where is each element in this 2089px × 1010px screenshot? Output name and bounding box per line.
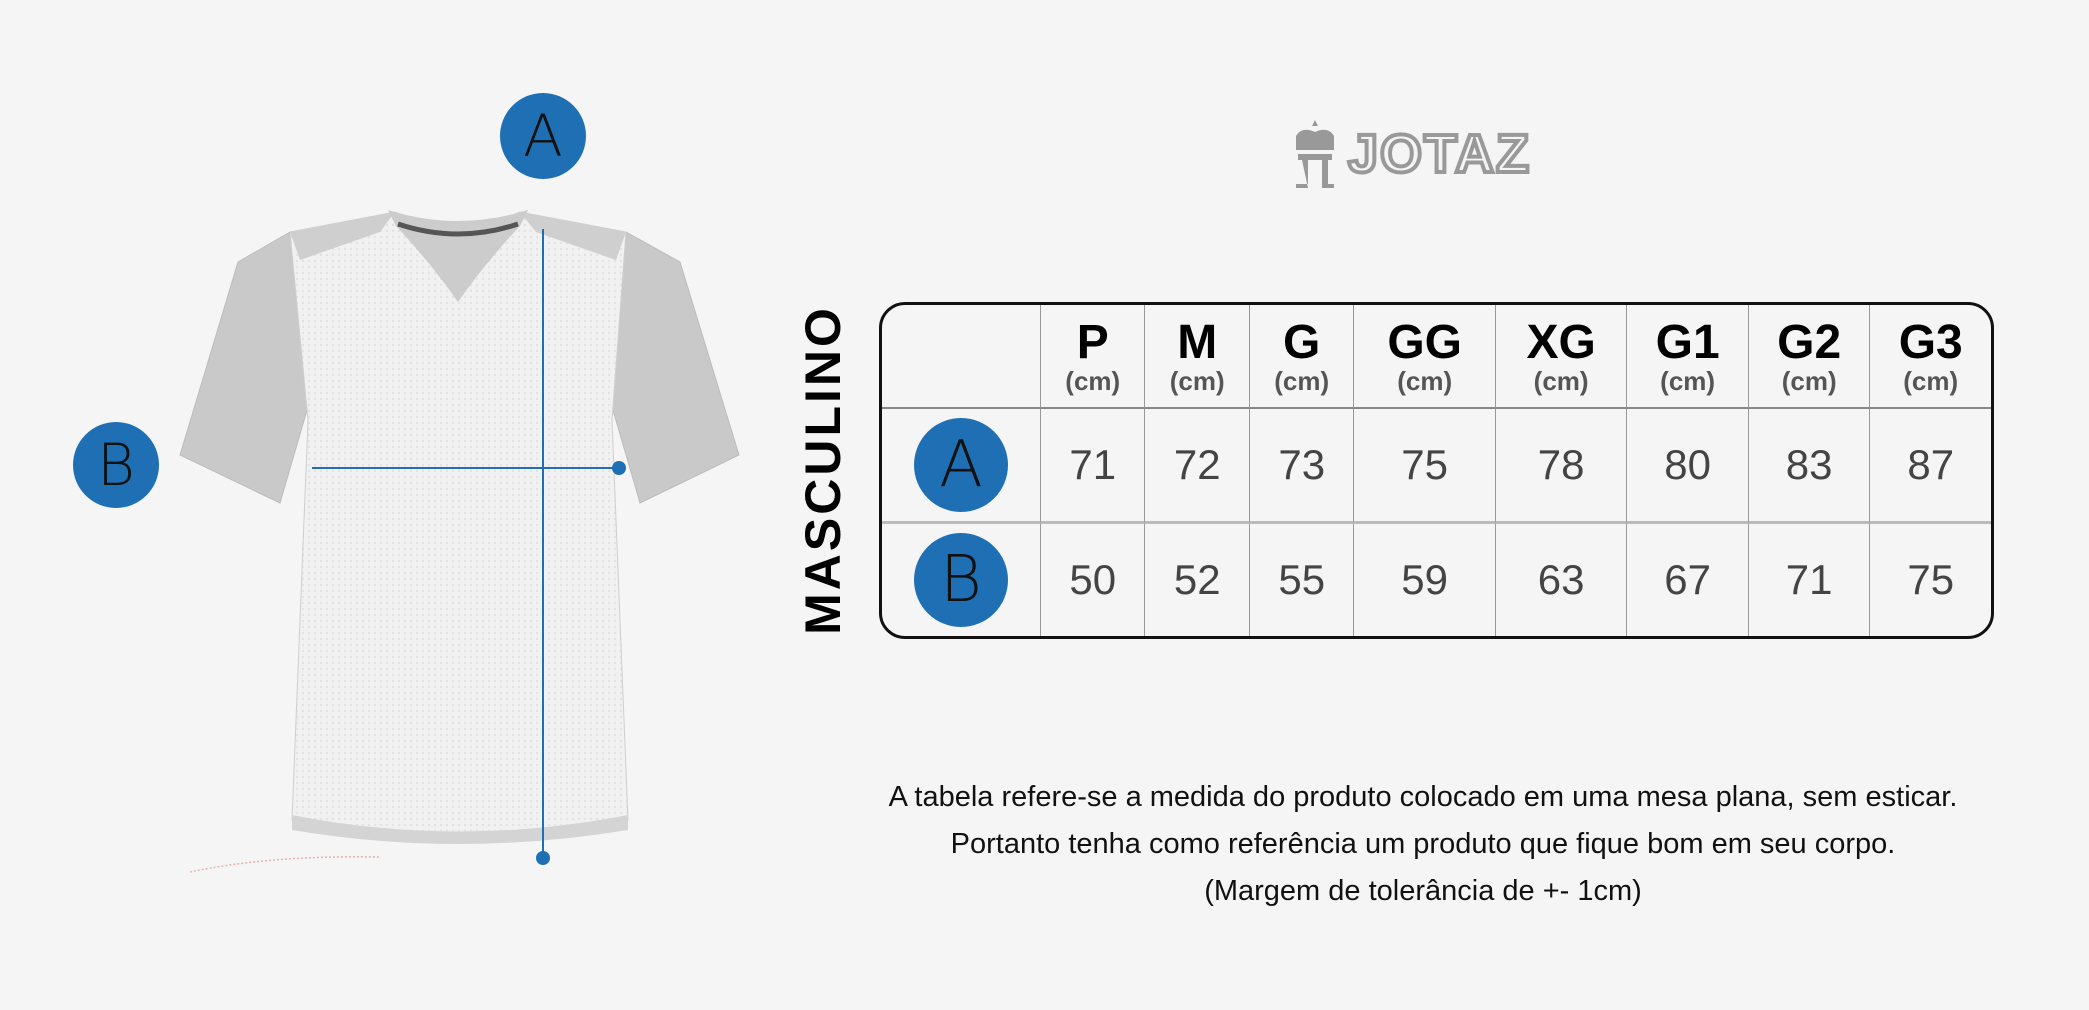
cell: 75 bbox=[1869, 524, 1991, 636]
table-row-a: A 71 72 73 75 78 80 83 87 bbox=[882, 409, 1991, 524]
brand-name: JOTAZ bbox=[1346, 122, 1531, 186]
cell: 50 bbox=[1040, 524, 1144, 636]
corner-cell bbox=[882, 305, 1040, 409]
size-col: XG (cm) bbox=[1494, 305, 1627, 409]
cell: 55 bbox=[1248, 524, 1353, 636]
brand-logo: JOTAZ bbox=[1290, 118, 1531, 190]
cell: 87 bbox=[1869, 409, 1991, 524]
table-title: MASCULINO bbox=[795, 305, 852, 635]
note-line: (Margem de tolerância de +- 1cm) bbox=[1204, 875, 1642, 907]
cell: 71 bbox=[1040, 409, 1145, 524]
size-col: M (cm) bbox=[1144, 305, 1249, 409]
cell: 78 bbox=[1494, 409, 1627, 524]
left-sleeve bbox=[179, 231, 311, 504]
note-line: Portanto tenha como referência um produt… bbox=[950, 828, 1896, 860]
cell: 52 bbox=[1144, 524, 1248, 636]
size-col: G (cm) bbox=[1248, 305, 1354, 409]
label-b-badge: B bbox=[73, 422, 159, 508]
size-col: G1 (cm) bbox=[1626, 305, 1748, 409]
table-row-b: B 50 52 55 59 63 67 71 75 bbox=[882, 524, 1991, 636]
cell: 63 bbox=[1494, 524, 1626, 636]
shirt-body bbox=[289, 211, 629, 837]
tshirt-illustration bbox=[179, 210, 740, 873]
row-b-badge: B bbox=[914, 533, 1008, 627]
cell: 59 bbox=[1353, 524, 1494, 636]
cell: 73 bbox=[1248, 409, 1354, 524]
cell: 72 bbox=[1144, 409, 1249, 524]
cell: 71 bbox=[1747, 524, 1870, 636]
cell: 83 bbox=[1747, 409, 1870, 524]
measurement-note: A tabela refere-se a medida do produto c… bbox=[840, 774, 2006, 915]
crown-logo-icon bbox=[1296, 120, 1334, 188]
right-sleeve bbox=[609, 231, 740, 504]
cell: 67 bbox=[1626, 524, 1748, 636]
row-a-badge: A bbox=[914, 418, 1008, 512]
size-col: G3 (cm) bbox=[1869, 305, 1991, 409]
label-a-badge: A bbox=[500, 93, 586, 179]
cell: 75 bbox=[1353, 409, 1495, 524]
size-col: GG (cm) bbox=[1353, 305, 1495, 409]
size-col: G2 (cm) bbox=[1747, 305, 1870, 409]
note-line: A tabela refere-se a medida do produto c… bbox=[888, 781, 1958, 813]
cell: 80 bbox=[1626, 409, 1748, 524]
size-header-row: P (cm) M (cm) G (cm) GG (cm) XG (cm) G1 (cm) G… bbox=[882, 305, 1991, 409]
size-table: P (cm) M (cm) G (cm) GG (cm) XG (cm) G1 (cm) G… bbox=[879, 302, 1994, 639]
size-col: P (cm) bbox=[1040, 305, 1145, 409]
